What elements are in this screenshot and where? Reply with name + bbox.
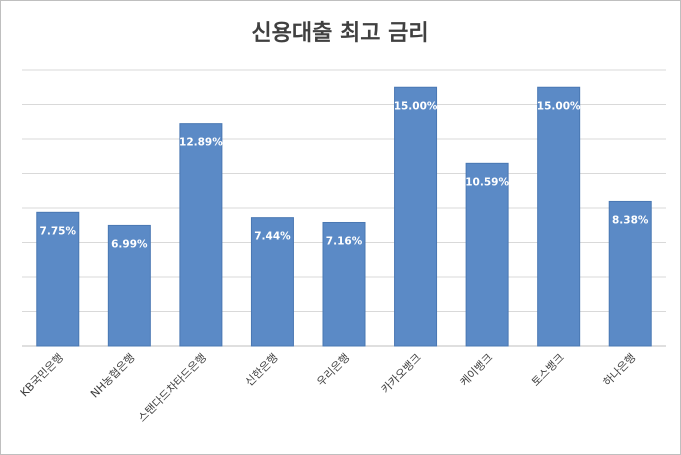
bar	[537, 86, 581, 347]
bar	[250, 217, 294, 347]
bar	[394, 86, 438, 347]
bar	[36, 211, 80, 347]
bar	[322, 221, 366, 347]
value-label: 10.59%	[465, 176, 509, 188]
value-label: 15.00%	[394, 100, 438, 112]
chart-title: 신용대출 최고 금리	[251, 21, 428, 46]
bar	[179, 123, 223, 347]
bar	[107, 224, 151, 347]
value-label: 7.16%	[326, 235, 363, 247]
bar	[608, 200, 652, 347]
value-label: 12.89%	[179, 137, 223, 149]
value-label: 7.75%	[40, 225, 77, 237]
bar	[465, 162, 509, 347]
value-label: 7.44%	[254, 231, 291, 243]
value-label: 15.00%	[537, 100, 581, 112]
value-label: 8.38%	[612, 214, 649, 226]
value-label: 6.99%	[111, 238, 148, 250]
